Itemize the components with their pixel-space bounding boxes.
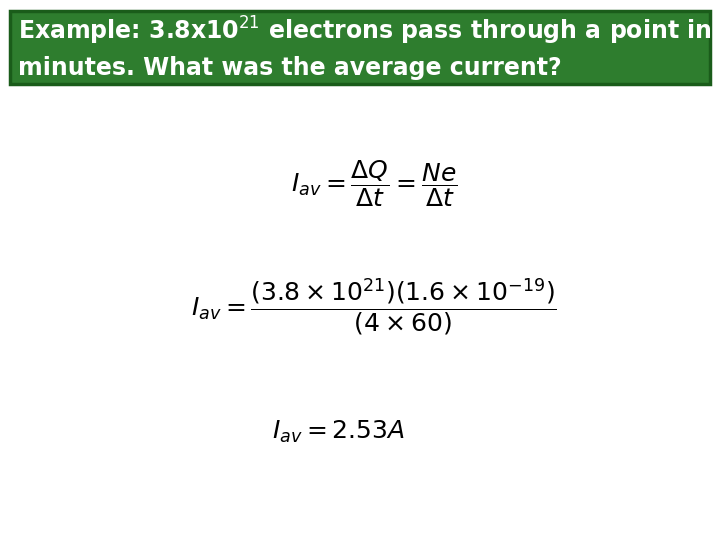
FancyBboxPatch shape [10, 11, 710, 84]
Text: $I_{av} = 2.53A$: $I_{av} = 2.53A$ [272, 419, 405, 445]
Text: Example: 3.8x10$^{21}$ electrons pass through a point in a wire in 4
minutes. Wh: Example: 3.8x10$^{21}$ electrons pass th… [18, 15, 720, 80]
Text: $I_{av} = \dfrac{\left(3.8\times10^{21}\right)\left(1.6\times10^{-19}\right)}{\l: $I_{av} = \dfrac{\left(3.8\times10^{21}\… [192, 278, 557, 338]
Text: $I_{av} = \dfrac{\Delta Q}{\Delta t} = \dfrac{Ne}{\Delta t}$: $I_{av} = \dfrac{\Delta Q}{\Delta t} = \… [291, 158, 458, 209]
